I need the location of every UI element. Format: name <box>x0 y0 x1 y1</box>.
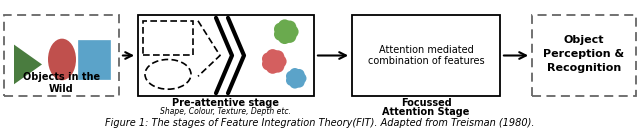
Bar <box>138 15 314 96</box>
Circle shape <box>294 69 305 80</box>
Circle shape <box>285 25 299 38</box>
Text: Attention mediated
combination of features: Attention mediated combination of featur… <box>368 45 484 66</box>
Circle shape <box>289 68 300 79</box>
Polygon shape <box>14 45 42 84</box>
Text: Objects in the
Wild: Objects in the Wild <box>23 72 100 94</box>
Bar <box>532 15 636 96</box>
Circle shape <box>286 71 297 82</box>
Text: Attention Stage: Attention Stage <box>382 107 470 117</box>
Text: Figure 1: The stages of Feature Integration Theory(FIT). Adapted from Treisman (: Figure 1: The stages of Feature Integrat… <box>105 118 535 128</box>
Circle shape <box>283 30 296 43</box>
Bar <box>4 15 119 96</box>
Circle shape <box>294 77 305 88</box>
Circle shape <box>280 26 292 38</box>
Circle shape <box>289 78 300 89</box>
Text: Perception &: Perception & <box>543 49 625 59</box>
Circle shape <box>262 52 275 65</box>
Circle shape <box>268 55 280 67</box>
Text: Recognition: Recognition <box>547 63 621 73</box>
Circle shape <box>273 55 287 68</box>
Circle shape <box>274 23 287 36</box>
Circle shape <box>291 73 301 83</box>
Circle shape <box>278 19 291 33</box>
Text: Object: Object <box>564 35 604 45</box>
Bar <box>78 40 110 79</box>
Circle shape <box>283 21 296 34</box>
Circle shape <box>286 75 297 86</box>
Circle shape <box>266 61 279 74</box>
Circle shape <box>296 73 307 84</box>
Text: Pre-attentive stage: Pre-attentive stage <box>173 98 280 108</box>
Bar <box>352 15 500 96</box>
Circle shape <box>278 31 291 44</box>
Circle shape <box>274 28 287 41</box>
Text: Shape, Colour, Texture, Depth etc.: Shape, Colour, Texture, Depth etc. <box>161 107 291 116</box>
Ellipse shape <box>48 39 76 80</box>
Circle shape <box>271 59 284 73</box>
Circle shape <box>262 58 275 71</box>
Bar <box>143 21 193 54</box>
Text: Focussed: Focussed <box>401 98 451 108</box>
Circle shape <box>266 49 279 62</box>
Circle shape <box>271 50 284 63</box>
